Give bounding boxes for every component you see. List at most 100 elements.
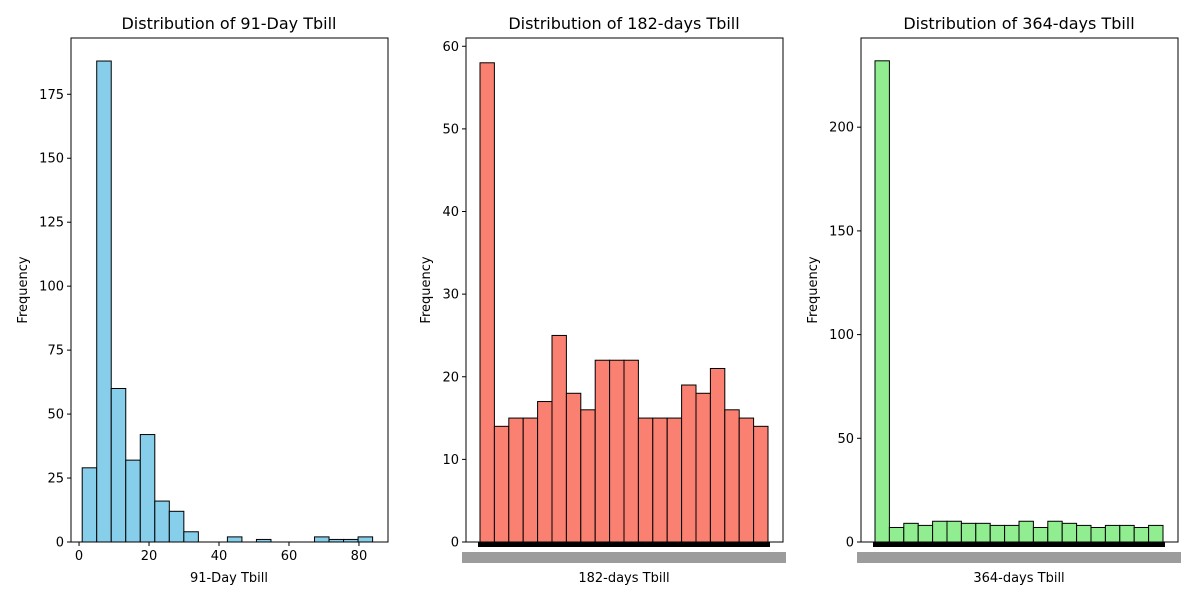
y-tick-label: 100: [39, 280, 64, 295]
histogram-bar: [709, 367, 726, 543]
histogram-bar: [139, 434, 156, 543]
histogram-bar: [522, 417, 539, 543]
y-tick-label: 75: [47, 344, 64, 359]
histogram-bar: [154, 500, 170, 543]
histogram-bar: [580, 409, 596, 543]
y-tick-label: 200: [829, 121, 854, 136]
plot-frame: [70, 37, 389, 543]
y-tick-label: 30: [442, 288, 459, 303]
histogram-bar: [975, 522, 991, 543]
histogram-bar: [989, 524, 1006, 543]
y-tick-label: 50: [47, 408, 64, 423]
x-tick-label: 60: [281, 549, 298, 564]
x-tick-labels-overlapping: [462, 552, 786, 563]
histogram-bar: [226, 536, 243, 543]
histogram-91-day: Distribution of 91-Day Tbill 91-Day Tbil…: [16, 14, 389, 586]
chart-title: Distribution of 91-Day Tbill: [121, 14, 336, 33]
y-tick-label: 40: [442, 205, 459, 220]
y-tick-label: 25: [47, 472, 64, 487]
histogram-bar: [594, 359, 611, 543]
y-tick-label: 0: [451, 536, 459, 551]
histogram-bar: [537, 401, 553, 543]
y-tick-label: 150: [829, 224, 854, 239]
histogram-364-days: Distribution of 364-days Tbill 364-days …: [806, 14, 1181, 586]
histogram-bar: [168, 510, 185, 543]
plot-frame: [465, 37, 784, 543]
histogram-bar: [508, 417, 524, 543]
y-tick-label: 50: [442, 122, 459, 137]
histogram-bar: [493, 425, 510, 543]
histogram-bar: [1148, 524, 1164, 543]
histogram-182-days: Distribution of 182-days Tbill 182-days …: [419, 14, 786, 586]
histogram-bar: [551, 334, 567, 543]
histogram-bar: [1018, 520, 1034, 543]
histogram-bar: [946, 520, 962, 543]
histogram-bar: [96, 60, 112, 543]
ticks: 0 10 20 30 40 50 60: [442, 40, 786, 563]
chart-title: Distribution of 364-days Tbill: [903, 14, 1134, 33]
histogram-bar: [903, 522, 919, 543]
chart-title: Distribution of 182-days Tbill: [508, 14, 739, 33]
x-tick-marks-dense: [873, 542, 1165, 547]
y-tick-label: 60: [442, 40, 459, 55]
x-tick-label: 80: [351, 549, 368, 564]
ticks: 0 50 100 150 200: [829, 121, 1181, 563]
histogram-bar: [917, 524, 934, 543]
bars: [81, 60, 374, 543]
ticks: 0 25 50 75 100 125 150 175 0 20 40 60 80: [39, 88, 367, 564]
y-tick-label: 0: [56, 536, 64, 551]
histogram-bar: [695, 392, 711, 543]
histogram-bar: [1047, 520, 1063, 543]
y-tick-label: 150: [39, 152, 64, 167]
y-axis-label: Frequency: [16, 256, 31, 323]
x-tick-label: 20: [141, 549, 158, 564]
histogram-bar: [960, 522, 977, 543]
histogram-bar: [125, 459, 141, 543]
histogram-bar: [565, 392, 582, 543]
histogram-bar: [932, 520, 948, 543]
histogram-bar: [1104, 524, 1121, 543]
y-tick-label: 175: [39, 88, 64, 103]
histogram-bar: [1004, 524, 1020, 543]
y-axis-label: Frequency: [419, 256, 434, 323]
y-tick-label: 0: [846, 536, 854, 551]
histogram-bar: [738, 417, 755, 543]
histogram-bar: [1090, 526, 1106, 543]
histogram-bar: [314, 536, 330, 543]
histogram-bar: [357, 536, 374, 543]
x-axis-label: 91-Day Tbill: [190, 571, 268, 586]
x-tick-label: 40: [211, 549, 228, 564]
y-tick-label: 20: [442, 370, 459, 385]
histogram-bar: [609, 359, 625, 543]
bars: [479, 62, 769, 543]
histogram-bar: [666, 417, 683, 543]
histogram-bar: [874, 60, 890, 543]
histogram-bar: [1119, 524, 1135, 543]
histogram-bar: [81, 467, 98, 543]
histogram-bar: [1133, 526, 1150, 543]
histogram-bar: [652, 417, 668, 543]
y-tick-label: 50: [837, 432, 854, 447]
x-axis-label: 182-days Tbill: [578, 571, 669, 586]
histogram-bar: [1032, 526, 1049, 543]
plot-frame: [860, 37, 1179, 543]
histogram-bar: [479, 62, 495, 543]
y-tick-label: 125: [39, 216, 64, 231]
histogram-bar: [637, 417, 654, 543]
histogram-bar: [183, 531, 199, 543]
histogram-bar: [110, 387, 127, 543]
y-tick-label: 100: [829, 328, 854, 343]
y-tick-label: 10: [442, 453, 459, 468]
histogram-bar: [888, 526, 905, 543]
histogram-bar: [681, 384, 697, 543]
histogram-bar: [1061, 522, 1078, 543]
histogram-bar: [753, 425, 769, 543]
x-tick-marks-dense: [478, 542, 770, 547]
bars: [874, 60, 1164, 543]
histogram-bar: [1076, 524, 1092, 543]
x-tick-label: 0: [75, 549, 83, 564]
y-axis-label: Frequency: [806, 256, 821, 323]
x-axis-label: 364-days Tbill: [973, 571, 1064, 586]
